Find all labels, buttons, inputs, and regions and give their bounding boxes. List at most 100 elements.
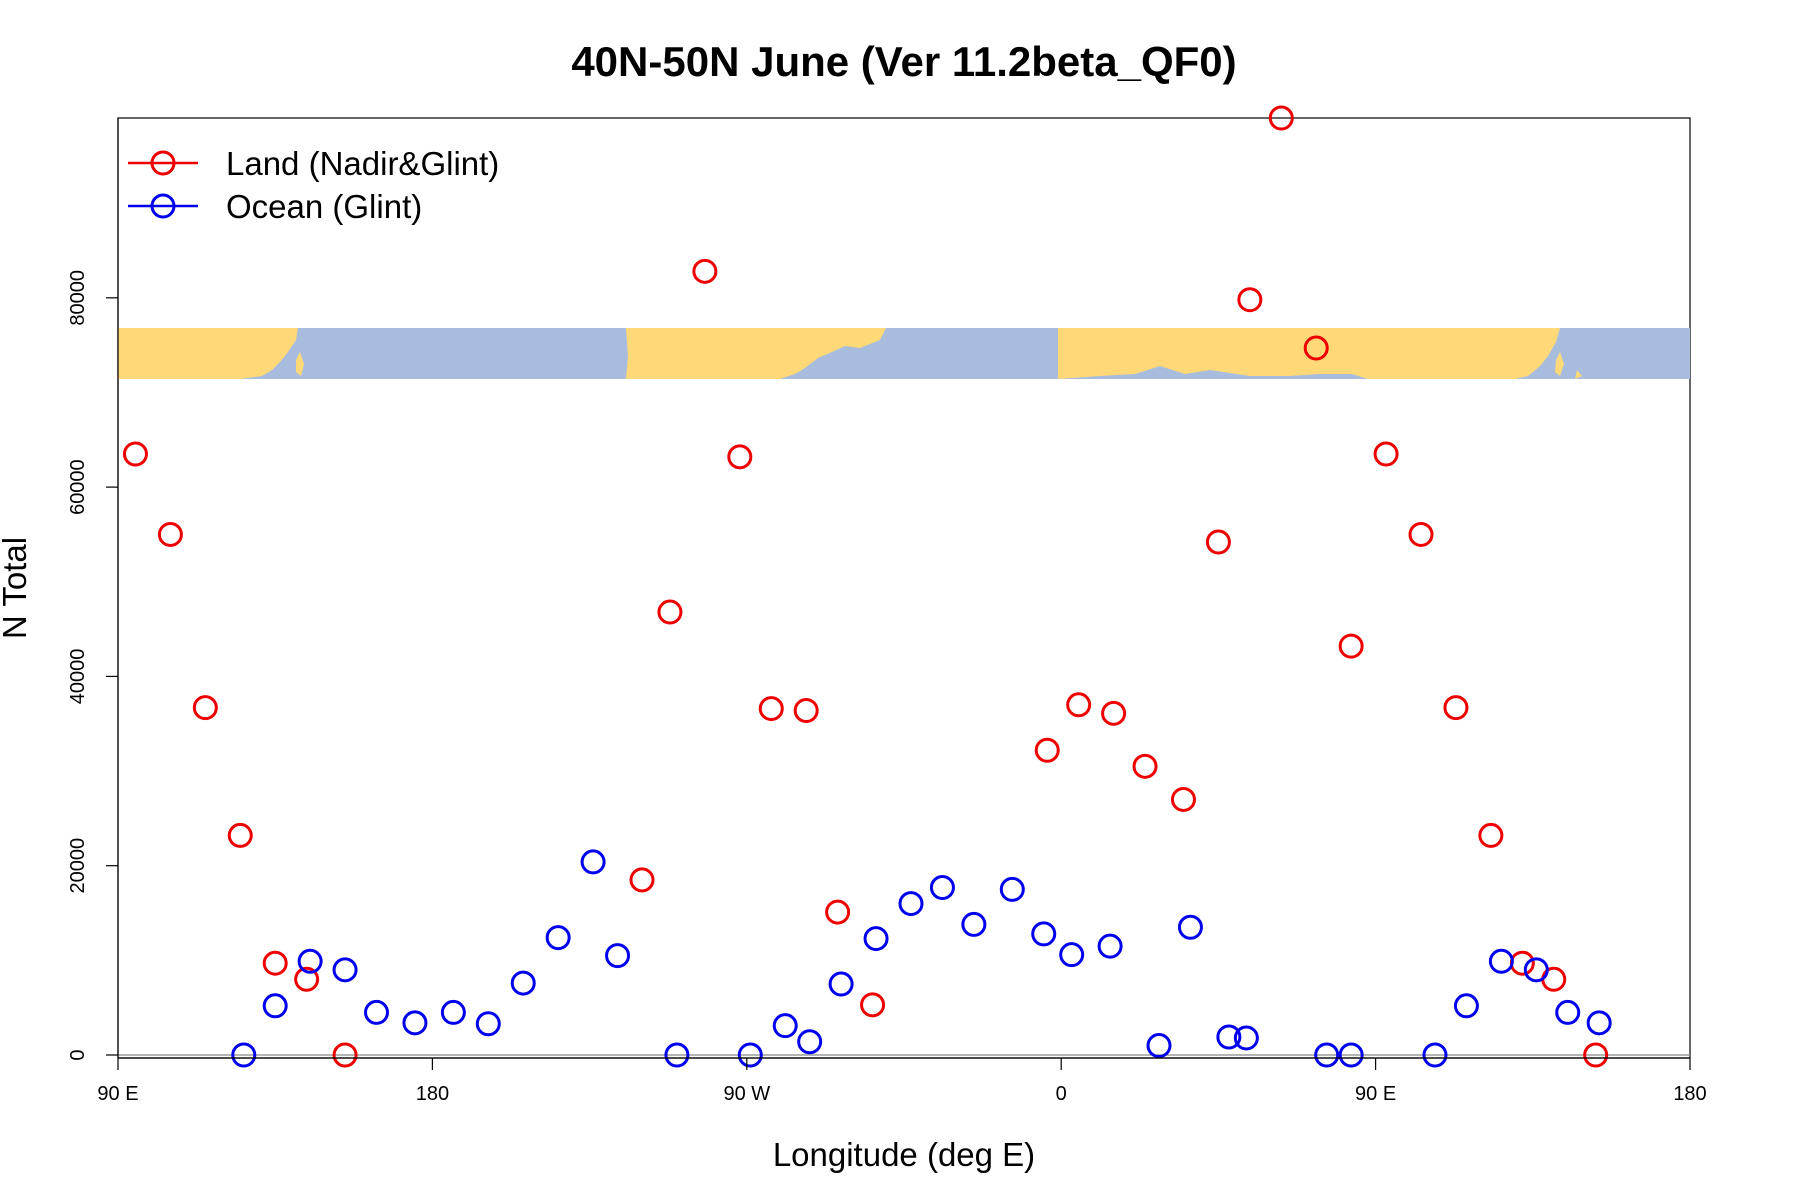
data-point <box>332 957 358 983</box>
data-point <box>510 970 536 996</box>
data-point <box>737 1042 763 1068</box>
data-point <box>231 1042 257 1068</box>
y-axis: 0 20000 40000 60000 80000 <box>67 118 119 1061</box>
data-point <box>1097 933 1123 959</box>
data-point <box>1066 692 1092 718</box>
data-point <box>1555 999 1581 1025</box>
data-point <box>262 993 288 1019</box>
data-point <box>545 925 571 951</box>
data-point <box>1478 822 1504 848</box>
data-point <box>1338 633 1364 659</box>
data-point <box>157 521 183 547</box>
data-point <box>1443 695 1469 721</box>
data-point <box>332 1042 358 1068</box>
y-tick-label: 40000 <box>67 649 89 705</box>
series-layer <box>122 105 1612 1068</box>
data-point <box>1422 1042 1448 1068</box>
data-point <box>122 441 148 467</box>
data-point <box>1237 287 1263 313</box>
y-tick-label: 20000 <box>67 838 89 894</box>
data-point <box>898 891 924 917</box>
legend-marker-ocean <box>150 193 176 219</box>
legend-item-ocean: Ocean (Glint) <box>128 188 422 225</box>
data-point <box>1177 914 1203 940</box>
data-point <box>1303 335 1329 361</box>
legend-label-ocean: Ocean (Glint) <box>226 188 422 225</box>
data-point <box>1408 521 1434 547</box>
data-point <box>1583 1042 1609 1068</box>
plot-frame <box>117 117 1691 1059</box>
data-point <box>1233 1025 1259 1051</box>
data-point <box>475 1011 501 1037</box>
x-tick-label: 0 <box>1056 1083 1067 1105</box>
data-point <box>402 1010 428 1036</box>
y-axis-title: N Total <box>0 537 33 639</box>
data-point <box>758 696 784 722</box>
data-point <box>664 1042 690 1068</box>
y-tick-label: 80000 <box>67 270 89 326</box>
data-point <box>262 950 288 976</box>
y-tick-label: 60000 <box>67 459 89 515</box>
legend-label-land: Land (Nadir&Glint) <box>226 145 499 182</box>
data-point <box>860 992 886 1018</box>
data-point <box>929 874 955 900</box>
data-point <box>440 999 466 1025</box>
data-point <box>1170 786 1196 812</box>
legend: Land (Nadir&Glint) Ocean (Glint) <box>128 145 499 225</box>
data-point <box>1314 1042 1340 1068</box>
x-tick-label: 90 W <box>723 1083 770 1105</box>
data-point <box>1034 737 1060 763</box>
data-point <box>1586 1010 1612 1036</box>
data-point <box>192 695 218 721</box>
series-land <box>122 105 1609 1068</box>
land-mass <box>1058 328 1560 379</box>
series-ocean <box>231 849 1612 1068</box>
data-point <box>1101 700 1127 726</box>
data-point <box>727 444 753 470</box>
x-tick-label: 90 E <box>97 1083 138 1105</box>
data-point <box>772 1013 798 1039</box>
land-mass <box>296 352 304 376</box>
data-point <box>1373 441 1399 467</box>
x-tick-label: 90 E <box>1355 1083 1396 1105</box>
world-map-strip <box>118 328 1690 379</box>
data-point <box>863 926 889 952</box>
x-tick-label: 180 <box>1673 1083 1706 1105</box>
data-point <box>294 966 320 992</box>
data-point <box>999 876 1025 902</box>
land-mass <box>1575 370 1582 379</box>
data-point <box>1205 529 1231 555</box>
chart-title: 40N-50N June (Ver 11.2beta_QF0) <box>571 38 1236 85</box>
land-mass <box>1555 352 1564 376</box>
data-point <box>825 899 851 925</box>
data-point <box>657 599 683 625</box>
legend-marker-land <box>150 150 176 176</box>
data-point <box>605 943 631 969</box>
data-point <box>1509 950 1535 976</box>
data-point <box>297 948 323 974</box>
data-point <box>1059 942 1085 968</box>
data-point <box>1132 753 1158 779</box>
data-point <box>1216 1024 1242 1050</box>
data-point <box>1523 957 1549 983</box>
plot-area <box>117 105 1691 1068</box>
data-point <box>1488 948 1514 974</box>
data-point <box>961 911 987 937</box>
x-axis-title: Longitude (deg E) <box>773 1136 1035 1173</box>
data-point <box>797 1029 823 1055</box>
land-mass <box>626 328 886 379</box>
data-point <box>1146 1033 1172 1059</box>
legend-item-land: Land (Nadir&Glint) <box>128 145 499 182</box>
x-tick-label: 180 <box>416 1083 449 1105</box>
y-tick-label: 0 <box>67 1049 89 1060</box>
data-point <box>227 822 253 848</box>
data-point <box>364 999 390 1025</box>
data-point <box>629 867 655 893</box>
data-point <box>793 697 819 723</box>
x-axis: 90 E 180 90 W 0 90 E 180 <box>97 1057 1707 1105</box>
data-point <box>580 849 606 875</box>
land-mass <box>118 328 298 379</box>
data-point <box>692 258 718 284</box>
data-point <box>1453 993 1479 1019</box>
